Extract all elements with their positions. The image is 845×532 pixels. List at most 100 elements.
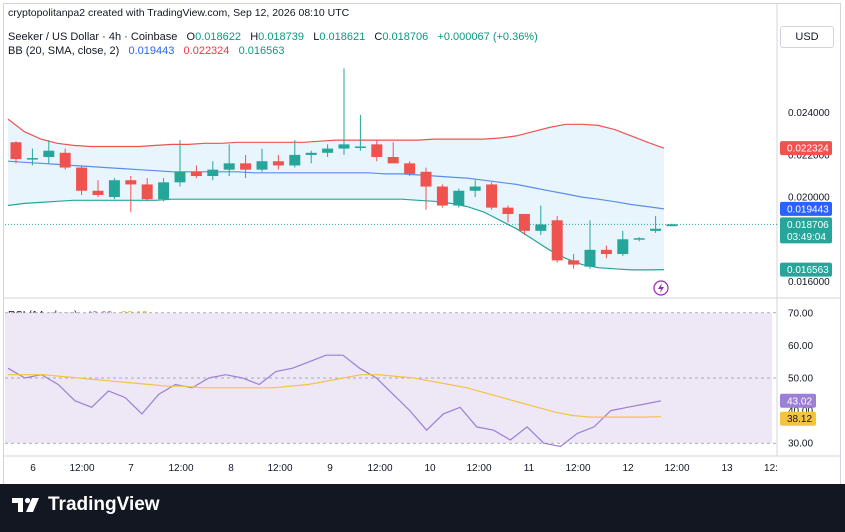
rsi-tick-label: 30.00 bbox=[788, 439, 813, 450]
close-label: C bbox=[374, 31, 383, 43]
time-tick-label: 12:00 bbox=[69, 463, 94, 474]
lightning-icon bbox=[653, 280, 669, 296]
candle-body bbox=[436, 186, 448, 206]
footer-bar bbox=[0, 484, 845, 532]
candle-body bbox=[108, 180, 120, 198]
candle-body bbox=[240, 163, 252, 170]
time-tick-label: 13 bbox=[721, 463, 733, 474]
candle-body bbox=[43, 150, 55, 158]
candle-body bbox=[305, 152, 317, 155]
candle-body bbox=[272, 161, 284, 166]
rsi-value-tag bbox=[780, 393, 816, 408]
candle-body bbox=[174, 171, 186, 183]
candle-body bbox=[666, 224, 678, 227]
candle-body bbox=[322, 148, 334, 153]
price-tag-label: 0.022324 bbox=[787, 144, 829, 155]
symbol-legend[interactable]: Seeker / US Dollar · 4h · Coinbase O0.01… bbox=[8, 31, 538, 43]
brand-name: TradingView bbox=[48, 494, 160, 515]
currency-button[interactable]: USD bbox=[780, 26, 834, 48]
time-tick-label: 9 bbox=[327, 463, 333, 474]
candle-body bbox=[551, 220, 563, 261]
change-value: +0.000067 (+0.36%) bbox=[437, 31, 538, 43]
time-tick-label: 12:00 bbox=[367, 463, 392, 474]
high-label: H bbox=[250, 31, 259, 43]
rsi-value-tag-label: 43.02 bbox=[787, 396, 812, 407]
time-tick-label: 12: bbox=[764, 463, 778, 474]
price-tick-label: 0.024000 bbox=[788, 108, 830, 119]
price-tick-label: 0.016000 bbox=[788, 277, 830, 288]
countdown-label: 03:49:04 bbox=[787, 232, 826, 243]
tradingview-logo[interactable]: TradingView bbox=[12, 494, 160, 516]
symbol-title: Seeker / US Dollar · 4h · Coinbase bbox=[8, 31, 178, 43]
candle-body bbox=[420, 171, 432, 187]
price-tick-label: 0.022000 bbox=[788, 150, 830, 161]
candle-body bbox=[371, 144, 383, 158]
close-value: 0.018706 bbox=[382, 31, 429, 43]
tradingview-logo-icon bbox=[12, 497, 39, 512]
candle-body bbox=[76, 167, 88, 191]
time-tick-label: 12:00 bbox=[267, 463, 292, 474]
low-value: 0.018621 bbox=[319, 31, 366, 43]
rsi-ma-value-tag-label: 38.12 bbox=[787, 414, 812, 425]
time-tick-label: 12:00 bbox=[565, 463, 590, 474]
time-tick-label: 12:00 bbox=[466, 463, 491, 474]
price-tag-bb_mid bbox=[780, 201, 832, 216]
candle-body bbox=[125, 180, 137, 185]
time-tick-label: 6 bbox=[30, 463, 36, 474]
bb-upper-value: 0.022324 bbox=[183, 45, 230, 57]
bb-upper-line bbox=[7, 118, 665, 149]
candle-body bbox=[141, 184, 153, 200]
time-tick-label: 7 bbox=[128, 463, 134, 474]
time-tick-label: 8 bbox=[228, 463, 234, 474]
candle-body bbox=[518, 213, 530, 231]
bb-mid-value: 0.019443 bbox=[128, 45, 175, 57]
candle-body bbox=[453, 190, 465, 206]
candle-body bbox=[600, 249, 612, 255]
price-tick-label: 0.020000 bbox=[788, 193, 830, 204]
time-tick-label: 10 bbox=[424, 463, 436, 474]
candle-body bbox=[158, 182, 170, 200]
candle-body bbox=[26, 158, 38, 160]
bb-legend[interactable]: BB (20, SMA, close, 2) 0.019443 0.022324… bbox=[8, 45, 285, 57]
rsi-ma-line bbox=[8, 374, 662, 418]
candle-body bbox=[92, 190, 104, 195]
candle-body bbox=[486, 184, 498, 208]
lightning-icon-bolt bbox=[658, 283, 664, 293]
price-tag-last bbox=[780, 217, 832, 244]
time-tick-label: 11 bbox=[524, 463, 535, 474]
candle-body bbox=[502, 207, 514, 214]
watermark-text: cryptopolitanpa2 created with TradingVie… bbox=[8, 7, 350, 19]
candle-body bbox=[650, 228, 662, 231]
open-value: 0.018622 bbox=[195, 31, 241, 43]
price-tag-bb_lower bbox=[780, 262, 832, 277]
high-value: 0.018739 bbox=[258, 31, 305, 43]
candle-body bbox=[10, 142, 22, 160]
bb-label: BB (20, SMA, close, 2) bbox=[8, 45, 120, 57]
candle-body bbox=[617, 239, 629, 255]
time-tick-label: 12 bbox=[622, 463, 634, 474]
price-tag-bb_upper bbox=[780, 141, 832, 156]
candle-body bbox=[387, 157, 399, 164]
price-tag-label: 0.019443 bbox=[787, 204, 829, 215]
candle-body bbox=[584, 249, 596, 267]
candle-body bbox=[190, 171, 202, 176]
rsi-tick-label: 60.00 bbox=[788, 341, 813, 352]
bb-middle-line bbox=[7, 160, 665, 210]
rsi-line bbox=[7, 354, 662, 448]
candle-body bbox=[469, 186, 481, 191]
candle-body bbox=[59, 152, 71, 168]
time-tick-label: 12:00 bbox=[168, 463, 193, 474]
price-tag-label: 0.016563 bbox=[787, 265, 829, 276]
rsi-tick-label: 40.00 bbox=[788, 406, 813, 417]
candle-body bbox=[354, 146, 366, 148]
candle-body bbox=[404, 163, 416, 174]
candle-body bbox=[633, 238, 645, 240]
candle-body bbox=[568, 260, 580, 265]
price-tag-label: 0.018706 bbox=[787, 220, 829, 231]
open-label: O bbox=[186, 31, 196, 43]
candle-body bbox=[256, 161, 268, 170]
candle-body bbox=[223, 163, 235, 170]
time-tick-label: 12:00 bbox=[664, 463, 689, 474]
chart-canvas[interactable]: 0.0240000.0220000.0200000.0180000.016000… bbox=[0, 0, 845, 484]
candle-body bbox=[338, 144, 350, 149]
